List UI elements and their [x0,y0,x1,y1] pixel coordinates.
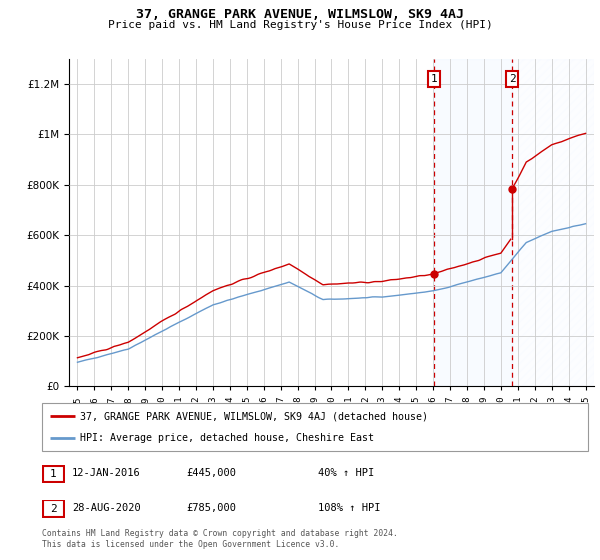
Text: HPI: Average price, detached house, Cheshire East: HPI: Average price, detached house, Ches… [80,433,374,443]
FancyBboxPatch shape [43,501,64,517]
Text: 28-AUG-2020: 28-AUG-2020 [72,503,141,513]
Text: 1: 1 [50,469,57,479]
Text: 37, GRANGE PARK AVENUE, WILMSLOW, SK9 4AJ (detached house): 37, GRANGE PARK AVENUE, WILMSLOW, SK9 4A… [80,411,428,421]
Bar [434,59,512,386]
Text: 12-JAN-2016: 12-JAN-2016 [72,468,141,478]
Text: 1: 1 [430,74,437,84]
Text: 108% ↑ HPI: 108% ↑ HPI [318,503,380,513]
Text: £785,000: £785,000 [186,503,236,513]
Text: Price paid vs. HM Land Registry's House Price Index (HPI): Price paid vs. HM Land Registry's House … [107,20,493,30]
Bar [512,59,594,386]
Text: £445,000: £445,000 [186,468,236,478]
Text: Contains HM Land Registry data © Crown copyright and database right 2024.
This d: Contains HM Land Registry data © Crown c… [42,529,398,549]
Text: 2: 2 [509,74,515,84]
Text: 40% ↑ HPI: 40% ↑ HPI [318,468,374,478]
FancyBboxPatch shape [42,403,588,451]
Text: 2: 2 [50,504,57,514]
FancyBboxPatch shape [43,466,64,482]
Text: 37, GRANGE PARK AVENUE, WILMSLOW, SK9 4AJ: 37, GRANGE PARK AVENUE, WILMSLOW, SK9 4A… [136,8,464,21]
